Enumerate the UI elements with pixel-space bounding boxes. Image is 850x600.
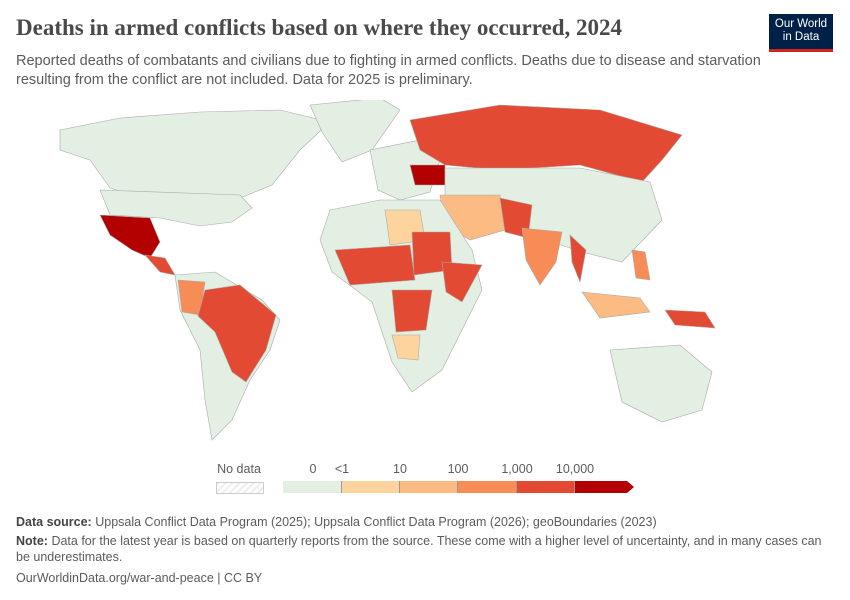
legend-bin-100 <box>458 481 517 493</box>
legend-label: 1,000 <box>501 462 533 476</box>
chart-subtitle: Reported deaths of combatants and civili… <box>16 53 761 88</box>
note-label: Note: <box>16 534 48 548</box>
data-source: Data source: Uppsala Conflict Data Progr… <box>16 514 831 530</box>
region-usa[interactable] <box>99 189 253 227</box>
legend-label: 10 <box>393 462 407 476</box>
legend-label: 0 <box>309 462 317 476</box>
region-philippines[interactable] <box>631 249 651 281</box>
legend-bin-1000 <box>517 481 575 493</box>
legend-bin-lt1 <box>342 481 400 493</box>
region-canada-alaska[interactable] <box>59 109 331 206</box>
owid-logo[interactable]: Our World in Data <box>769 14 833 52</box>
legend-label: <1 <box>334 462 350 476</box>
legend-arrow-icon <box>627 481 634 493</box>
region-brazil[interactable] <box>197 284 277 383</box>
logo-line1: Our World <box>774 18 828 30</box>
logo-line2: in Data <box>782 31 820 43</box>
region-central-america[interactable] <box>144 254 176 276</box>
legend-bin-10 <box>400 481 458 493</box>
region-australia[interactable] <box>609 344 713 423</box>
world-map <box>59 100 716 441</box>
region-drc[interactable] <box>391 289 433 333</box>
region-mexico[interactable] <box>99 214 161 259</box>
legend-label: 10,000 <box>555 462 595 476</box>
region-papua[interactable] <box>664 309 716 329</box>
chart-title: Deaths in armed conflicts based on where… <box>16 15 623 40</box>
source-text: Uppsala Conflict Data Program (2025); Up… <box>95 515 657 529</box>
legend-no-data-label: No data <box>217 462 261 476</box>
region-southern-africa[interactable] <box>391 334 421 361</box>
region-indonesia[interactable] <box>581 291 651 319</box>
note-text: Data for the latest year is based on qua… <box>16 534 822 564</box>
legend-no-data-swatch <box>216 482 264 494</box>
source-url[interactable]: OurWorldinData.org/war-and-peace | CC BY <box>16 571 263 585</box>
legend-bin-0 <box>283 481 342 493</box>
map-legend: No data 0 <1 10 100 1,000 10,000 <box>200 460 650 500</box>
legend-bin-10000 <box>575 481 627 493</box>
region-sahel[interactable] <box>334 244 416 286</box>
source-label: Data source: <box>16 515 92 529</box>
legend-label: 100 <box>447 462 469 476</box>
region-myanmar[interactable] <box>569 234 587 284</box>
region-ukraine[interactable] <box>409 164 446 186</box>
region-horn-of-africa[interactable] <box>441 261 483 303</box>
note: Note: Data for the latest year is based … <box>16 533 831 565</box>
region-india[interactable] <box>521 227 563 286</box>
